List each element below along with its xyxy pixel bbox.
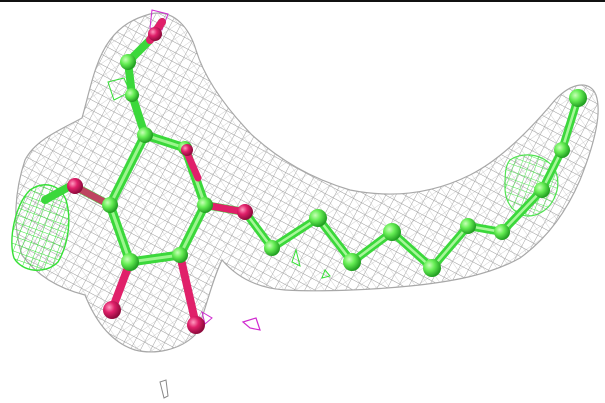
carbon-atom: [137, 127, 153, 143]
top-border-line: [0, 0, 605, 2]
oxygen-atom: [103, 301, 121, 319]
carbon-atom: [125, 88, 139, 102]
negative-difference-density: [149, 9, 261, 331]
carbon-atom: [343, 253, 361, 271]
carbon-atom: [172, 247, 188, 263]
carbon-atom: [460, 218, 476, 234]
carbon-atom: [534, 182, 550, 198]
oxygen-atom: [181, 144, 193, 156]
carbon-atom: [423, 259, 441, 277]
carbon-atom: [102, 197, 118, 213]
oxygen-atom: [67, 178, 83, 194]
density-mesh: [15, 12, 599, 353]
carbon-atom: [494, 224, 510, 240]
carbon-atom: [554, 142, 570, 158]
oxygen-atom: [237, 204, 253, 220]
stray-mesh-fragment: [159, 379, 169, 399]
carbon-atom: [120, 54, 136, 70]
oxygen-atom: [148, 27, 162, 41]
carbon-atom: [121, 253, 139, 271]
positive-difference-density: [11, 77, 559, 279]
carbon-atom: [264, 240, 280, 256]
carbon-atom: [569, 89, 587, 107]
oxygen-atom: [187, 316, 205, 334]
ligand-atoms: [67, 27, 587, 334]
carbon-atom: [309, 209, 327, 227]
carbon-atom: [383, 223, 401, 241]
carbon-atom: [197, 197, 213, 213]
